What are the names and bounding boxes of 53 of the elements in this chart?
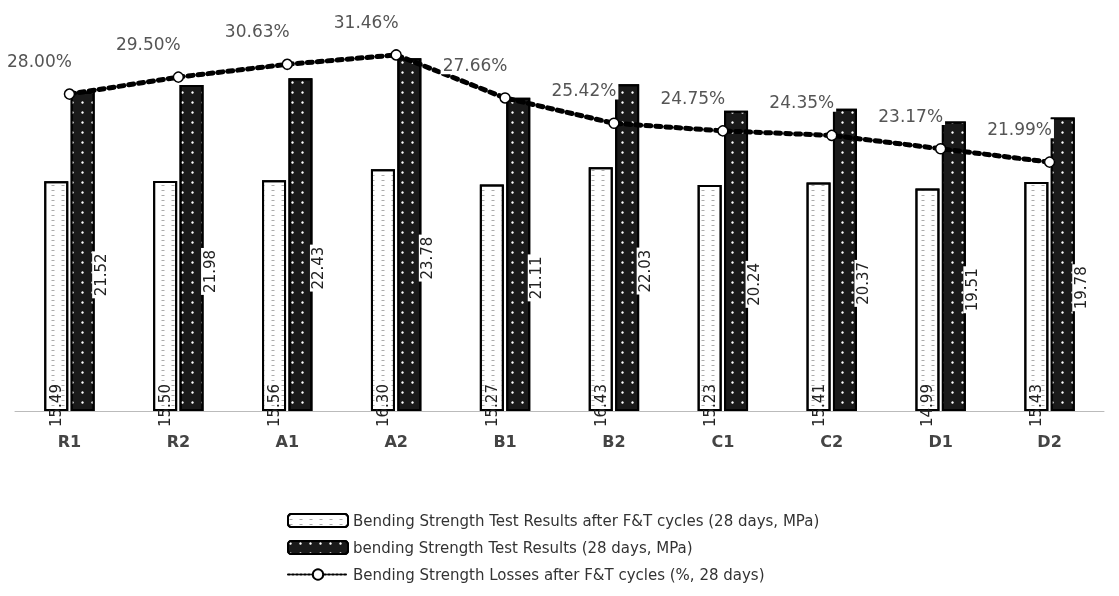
x-tick-label: B2 <box>602 431 626 451</box>
data-label: 14.99 <box>918 384 937 427</box>
point <box>390 49 402 61</box>
data-label: 23.17% <box>878 105 944 126</box>
legend-label: Bending Strength Losses after F&T cycles (%, 28 days) <box>353 565 765 584</box>
point <box>281 58 293 71</box>
data-label: 15.56 <box>265 384 284 427</box>
data-label: 15.23 <box>700 384 719 427</box>
x-tick-label: D2 <box>1037 431 1062 451</box>
data-label: 25.42% <box>551 80 617 101</box>
data-label: 15.49 <box>47 384 66 427</box>
point <box>826 129 838 142</box>
x-tick-label: B1 <box>493 431 517 451</box>
data-label: 28.00% <box>7 50 72 71</box>
data-label: 27.66% <box>442 54 508 75</box>
data-label: 21.11 <box>527 256 546 300</box>
point <box>608 117 620 130</box>
x-tick-label: C2 <box>820 431 844 451</box>
data-label: 24.35% <box>769 92 835 113</box>
data-label: 21.99% <box>987 118 1052 139</box>
x-tick-label: R2 <box>166 431 191 451</box>
data-label: 22.03 <box>636 249 655 293</box>
point <box>934 143 947 155</box>
point <box>717 125 729 137</box>
legend-label: bending Strength Test Results (28 days, MPa) <box>353 538 693 557</box>
legend-label: Bending Strength Test Results after F&T cycles (28 days, MPa) <box>353 511 820 530</box>
data-label: 23.78 <box>418 236 437 280</box>
data-label: 16.30 <box>373 384 392 427</box>
point <box>499 92 511 104</box>
data-label: 31.46% <box>333 11 399 32</box>
data-label: 20.24 <box>745 262 764 306</box>
data-label: 15.43 <box>1027 384 1046 427</box>
data-label: 21.98 <box>200 249 219 293</box>
data-label: 15.27 <box>482 384 501 427</box>
data-label: 15.50 <box>156 384 175 427</box>
x-tick-label: A1 <box>275 431 300 451</box>
data-label: 29.50% <box>115 33 181 54</box>
x-tick-label: C1 <box>711 431 735 451</box>
x-tick-label: A2 <box>384 431 408 451</box>
data-label: 19.51 <box>962 268 981 312</box>
x-tick-label: D1 <box>928 431 953 451</box>
data-label: 30.63% <box>224 21 290 42</box>
point <box>1043 156 1056 168</box>
point <box>172 71 185 83</box>
data-label: 20.37 <box>853 261 872 305</box>
data-label: 21.52 <box>91 253 110 297</box>
data-label: 15.41 <box>809 384 828 427</box>
data-label: 24.75% <box>660 87 726 108</box>
data-label: 19.78 <box>1071 266 1090 310</box>
data-label: 22.43 <box>309 246 328 290</box>
data-label: 16.43 <box>591 384 610 427</box>
point <box>63 88 76 100</box>
x-tick-label: R1 <box>57 431 82 451</box>
